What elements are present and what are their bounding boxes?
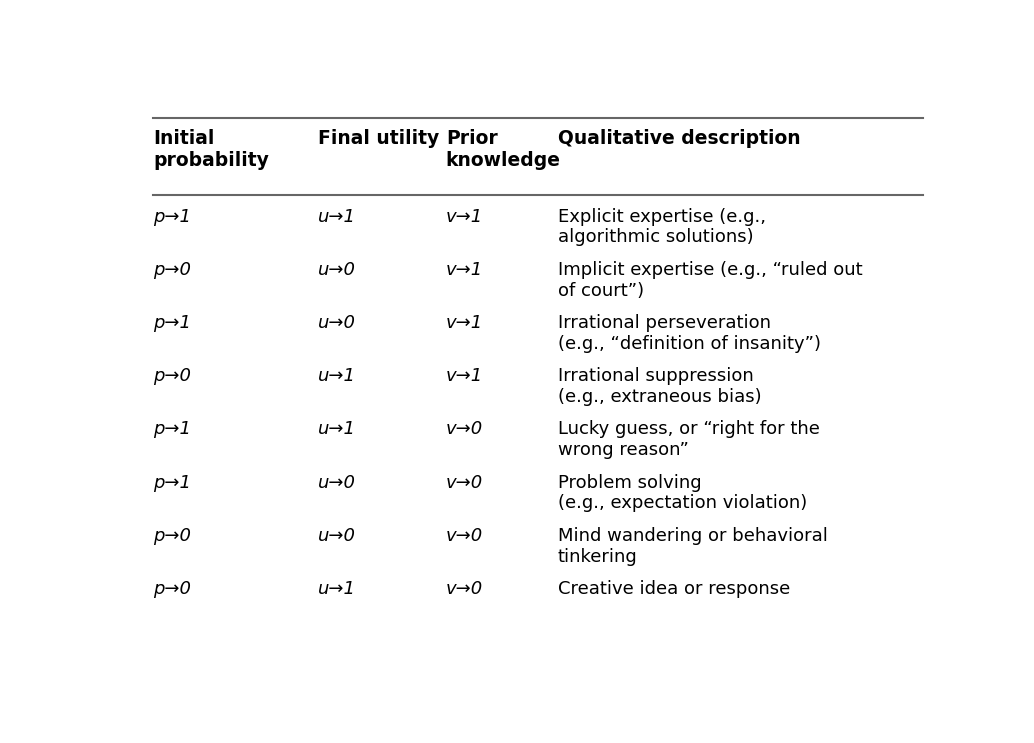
Text: u→0: u→0 <box>317 527 356 545</box>
Text: v→1: v→1 <box>446 207 483 226</box>
Text: v→0: v→0 <box>446 421 483 438</box>
Text: p→1: p→1 <box>153 421 191 438</box>
Text: u→1: u→1 <box>317 207 356 226</box>
Text: Qualitative description: Qualitative description <box>558 129 800 148</box>
Text: u→0: u→0 <box>317 261 356 279</box>
Text: Initial
probability: Initial probability <box>153 129 269 170</box>
Text: Explicit expertise (e.g.,
algorithmic solutions): Explicit expertise (e.g., algorithmic so… <box>558 207 766 247</box>
Text: Mind wandering or behavioral
tinkering: Mind wandering or behavioral tinkering <box>558 527 828 565</box>
Text: p→0: p→0 <box>153 580 191 598</box>
Text: v→1: v→1 <box>446 314 483 332</box>
Text: Irrational suppression
(e.g., extraneous bias): Irrational suppression (e.g., extraneous… <box>558 367 762 406</box>
Text: p→1: p→1 <box>153 207 191 226</box>
Text: v→0: v→0 <box>446 473 483 492</box>
Text: v→0: v→0 <box>446 527 483 545</box>
Text: Final utility: Final utility <box>317 129 438 148</box>
Text: v→1: v→1 <box>446 367 483 385</box>
Text: v→1: v→1 <box>446 261 483 279</box>
Text: u→1: u→1 <box>317 580 356 598</box>
Text: u→0: u→0 <box>317 473 356 492</box>
Text: p→1: p→1 <box>153 473 191 492</box>
Text: Prior
knowledge: Prior knowledge <box>446 129 560 170</box>
Text: u→1: u→1 <box>317 367 356 385</box>
Text: Lucky guess, or “right for the
wrong reason”: Lucky guess, or “right for the wrong rea… <box>558 421 820 459</box>
Text: p→0: p→0 <box>153 527 191 545</box>
Text: Problem solving
(e.g., expectation violation): Problem solving (e.g., expectation viola… <box>558 473 808 513</box>
Text: p→0: p→0 <box>153 261 191 279</box>
Text: u→0: u→0 <box>317 314 356 332</box>
Text: p→0: p→0 <box>153 367 191 385</box>
Text: Implicit expertise (e.g., “ruled out
of court”): Implicit expertise (e.g., “ruled out of … <box>558 261 862 299</box>
Text: u→1: u→1 <box>317 421 356 438</box>
Text: Irrational perseveration
(e.g., “definition of insanity”): Irrational perseveration (e.g., “definit… <box>558 314 821 353</box>
Text: v→0: v→0 <box>446 580 483 598</box>
Text: p→1: p→1 <box>153 314 191 332</box>
Text: Creative idea or response: Creative idea or response <box>558 580 790 598</box>
